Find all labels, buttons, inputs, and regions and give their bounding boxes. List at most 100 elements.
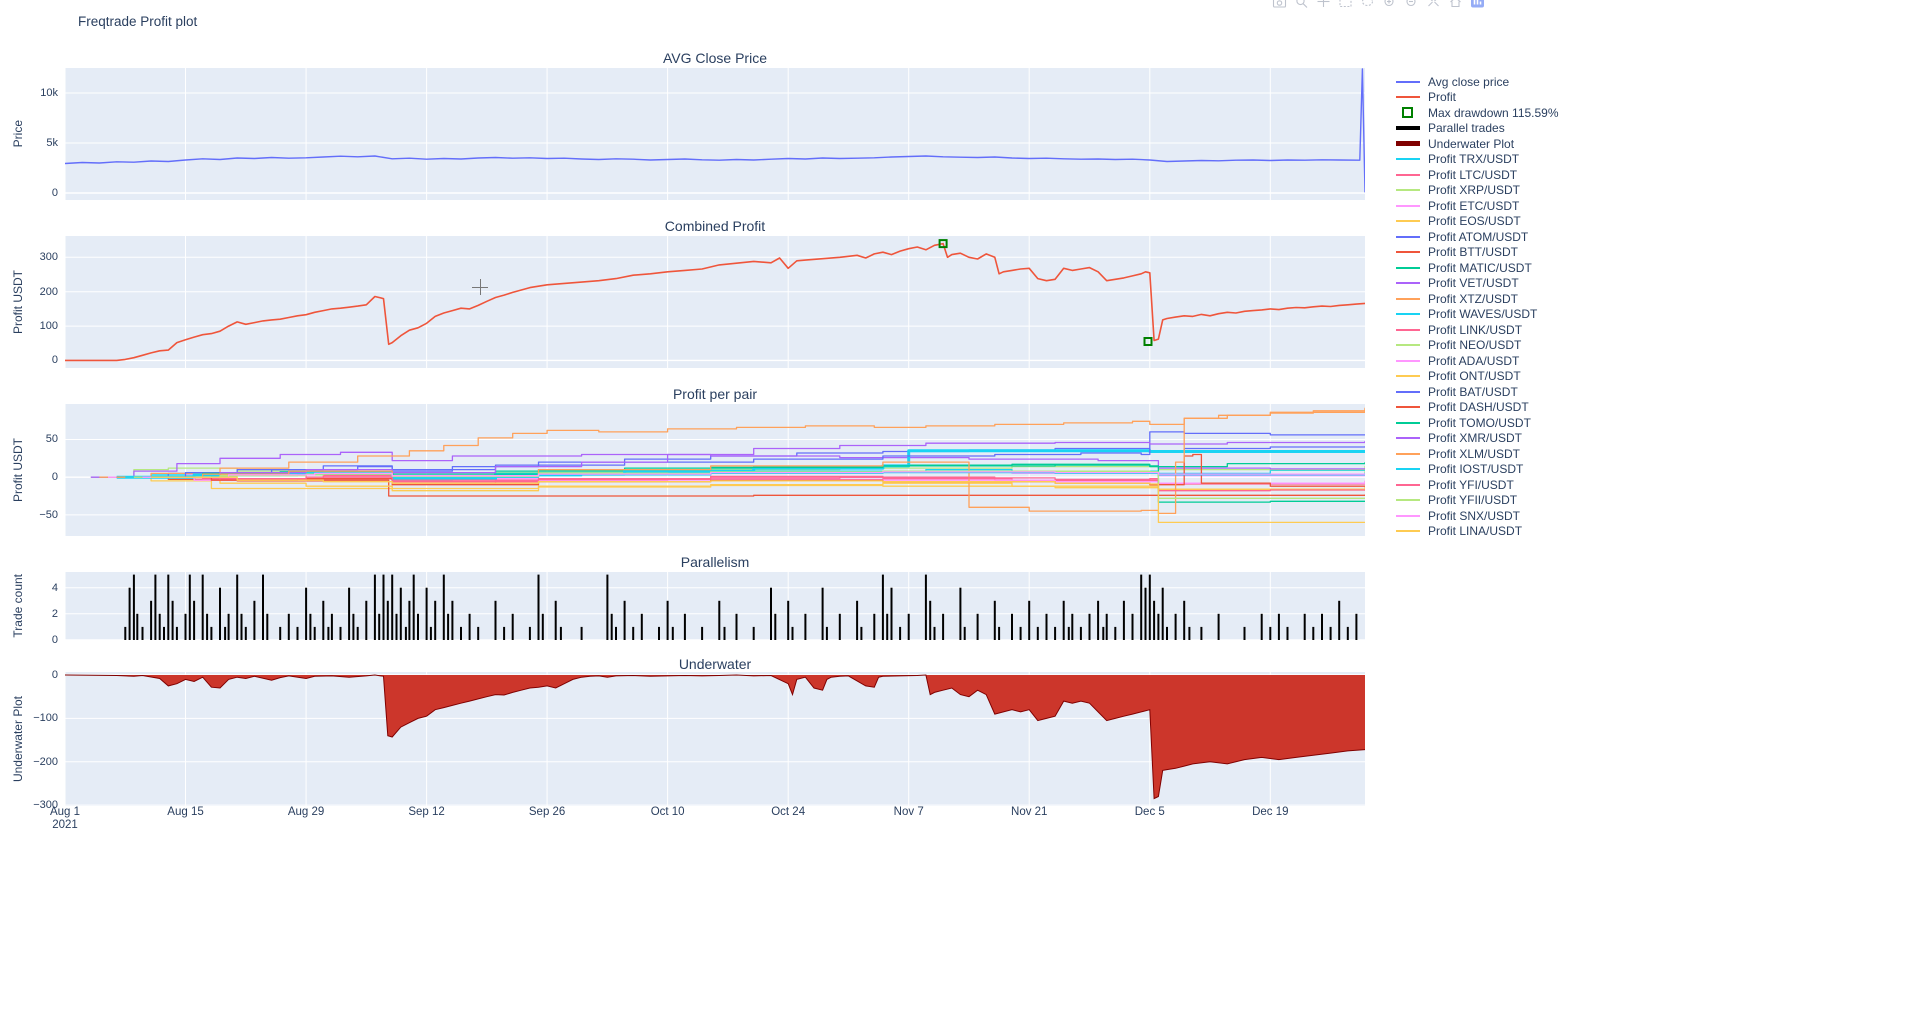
legend-line-icon	[1396, 375, 1420, 378]
legend-item-profit-matic-usdt[interactable]: Profit MATIC/USDT	[1396, 260, 1559, 276]
series-profit	[65, 242, 1365, 362]
x-tick-label: Dec 19	[1252, 806, 1289, 818]
legend-item-underwater-plot[interactable]: Underwater Plot	[1396, 136, 1559, 152]
legend-item-profit-eos-usdt[interactable]: Profit EOS/USDT	[1396, 214, 1559, 230]
subplot-combined-profit[interactable]	[65, 236, 1365, 368]
box-select-icon[interactable]	[1338, 0, 1353, 13]
legend-item-parallel-trades[interactable]: Parallel trades	[1396, 121, 1559, 137]
subplot-profit-per-pair[interactable]	[65, 404, 1365, 536]
y-axis-title-profit-usdt-1: Profit USDT	[2, 236, 34, 368]
legend-item-profit-xtz-usdt[interactable]: Profit XTZ/USDT	[1396, 291, 1559, 307]
parallelism-bar	[201, 574, 204, 640]
zoom-out-icon[interactable]	[1404, 0, 1419, 13]
x-tick-label: Sep 12	[408, 806, 445, 818]
camera-icon[interactable]	[1272, 0, 1287, 13]
zoom-icon[interactable]	[1294, 0, 1309, 13]
legend-item-profit[interactable]: Profit	[1396, 90, 1559, 106]
legend-line-icon	[1396, 282, 1420, 285]
legend-item-avg-close-price[interactable]: Avg close price	[1396, 74, 1559, 90]
legend-label: Profit ATOM/USDT	[1428, 229, 1529, 244]
subplot-parallelism[interactable]	[65, 572, 1365, 640]
legend-swatch	[1396, 344, 1422, 347]
legend-item-profit-yfi-usdt[interactable]: Profit YFI/USDT	[1396, 477, 1559, 493]
parallelism-bar	[1346, 626, 1349, 640]
parallelism-bar	[227, 613, 230, 640]
plotly-logo-icon[interactable]	[1470, 0, 1485, 13]
parallelism-bar	[224, 626, 227, 640]
legend-item-profit-ont-usdt[interactable]: Profit ONT/USDT	[1396, 369, 1559, 385]
parallelism-bar	[735, 613, 738, 640]
legend-item-profit-waves-usdt[interactable]: Profit WAVES/USDT	[1396, 307, 1559, 323]
legend-line-icon	[1396, 126, 1420, 131]
reset-axes-icon[interactable]	[1448, 0, 1463, 13]
legend-item-profit-bat-usdt[interactable]: Profit BAT/USDT	[1396, 384, 1559, 400]
legend-item-profit-lina-usdt[interactable]: Profit LINA/USDT	[1396, 524, 1559, 540]
parallelism-bar	[154, 574, 157, 640]
subplot-title-underwater: Underwater	[678, 656, 752, 672]
parallelism-bar	[305, 587, 308, 640]
zoom-in-icon[interactable]	[1382, 0, 1397, 13]
parallelism-bar	[296, 626, 299, 640]
series-btt-usdt	[108, 476, 1365, 497]
legend-item-profit-ltc-usdt[interactable]: Profit LTC/USDT	[1396, 167, 1559, 183]
legend-item-profit-ada-usdt[interactable]: Profit ADA/USDT	[1396, 353, 1559, 369]
legend-line-icon	[1396, 421, 1420, 424]
legend-item-profit-xrp-usdt[interactable]: Profit XRP/USDT	[1396, 183, 1559, 199]
subplot-title-combined-profit: Combined Profit	[664, 218, 766, 234]
parallelism-bar	[460, 626, 462, 640]
parallelism-bar	[886, 613, 889, 640]
lasso-icon[interactable]	[1360, 0, 1375, 13]
legend-label: Profit BAT/USDT	[1428, 384, 1518, 399]
legend-swatch	[1396, 266, 1422, 269]
legend-item-profit-xlm-usdt[interactable]: Profit XLM/USDT	[1396, 446, 1559, 462]
legend-swatch	[1396, 390, 1422, 393]
legend-item-profit-vet-usdt[interactable]: Profit VET/USDT	[1396, 276, 1559, 292]
parallelism-bar	[124, 626, 127, 640]
legend-line-icon	[1396, 235, 1420, 238]
y-tick-label: −300	[33, 799, 58, 812]
y-tick-label: 200	[39, 285, 58, 298]
subplot-underwater[interactable]	[65, 672, 1365, 806]
legend-label: Profit	[1428, 90, 1457, 105]
legend-swatch	[1396, 406, 1422, 409]
legend-swatch	[1396, 126, 1422, 131]
legend-item-profit-atom-usdt[interactable]: Profit ATOM/USDT	[1396, 229, 1559, 245]
parallelism-bar	[890, 587, 893, 640]
subplot-avg-close-price[interactable]	[65, 68, 1365, 200]
x-tick-label: Sep 26	[528, 806, 566, 818]
legend-line-icon	[1396, 437, 1420, 440]
line-underwater-plot	[65, 674, 1365, 800]
autoscale-icon[interactable]	[1426, 0, 1441, 13]
legend-item-profit-yfii-usdt[interactable]: Profit YFII/USDT	[1396, 493, 1559, 509]
parallelism-bar	[503, 626, 506, 640]
y-tick-label: 2	[51, 607, 58, 620]
parallelism-bar	[171, 600, 174, 640]
legend-line-icon	[1396, 297, 1420, 300]
series-yfi-usdt	[133, 475, 1365, 492]
parallelism-bar	[610, 613, 613, 640]
legend-swatch	[1396, 189, 1422, 192]
x-tick-label: Oct 24	[771, 806, 806, 818]
legend-item-profit-link-usdt[interactable]: Profit LINK/USDT	[1396, 322, 1559, 338]
parallelism-bar	[1188, 626, 1191, 640]
legend-label: Profit XTZ/USDT	[1428, 291, 1519, 306]
legend-swatch	[1396, 359, 1422, 362]
legend-item-profit-neo-usdt[interactable]: Profit NEO/USDT	[1396, 338, 1559, 354]
legend-item-profit-etc-usdt[interactable]: Profit ETC/USDT	[1396, 198, 1559, 214]
parallelism-bar	[262, 574, 264, 640]
legend-item-profit-xmr-usdt[interactable]: Profit XMR/USDT	[1396, 431, 1559, 447]
parallelism-bar	[580, 626, 583, 640]
legend-item-profit-dash-usdt[interactable]: Profit DASH/USDT	[1396, 400, 1559, 416]
parallelism-bar	[352, 613, 355, 640]
legend-swatch	[1396, 468, 1422, 471]
legend-item-profit-btt-usdt[interactable]: Profit BTT/USDT	[1396, 245, 1559, 261]
legend-item-max-drawdown-115-59[interactable]: Max drawdown 115.59%	[1396, 105, 1559, 121]
legend-swatch	[1396, 80, 1422, 83]
legend-label: Profit XMR/USDT	[1428, 431, 1523, 446]
legend-item-profit-iost-usdt[interactable]: Profit IOST/USDT	[1396, 462, 1559, 478]
legend-item-profit-trx-usdt[interactable]: Profit TRX/USDT	[1396, 152, 1559, 168]
legend-item-profit-tomo-usdt[interactable]: Profit TOMO/USDT	[1396, 415, 1559, 431]
legend-item-profit-snx-usdt[interactable]: Profit SNX/USDT	[1396, 508, 1559, 524]
pan-icon[interactable]	[1316, 0, 1331, 13]
legend-label: Profit DASH/USDT	[1428, 400, 1529, 415]
